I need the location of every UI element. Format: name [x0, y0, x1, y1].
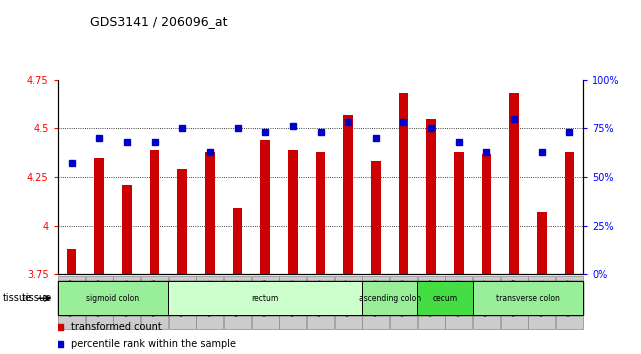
Text: GSM234927: GSM234927 — [345, 278, 351, 316]
Text: transverse colon: transverse colon — [496, 294, 560, 303]
Text: GSM234910: GSM234910 — [97, 278, 102, 315]
FancyBboxPatch shape — [390, 276, 417, 329]
FancyBboxPatch shape — [169, 281, 362, 315]
Text: percentile rank within the sample: percentile rank within the sample — [71, 339, 236, 349]
Text: GSM234911: GSM234911 — [179, 278, 185, 315]
Bar — [94, 158, 104, 274]
Text: GSM234922: GSM234922 — [567, 278, 572, 316]
Text: GSM234913: GSM234913 — [373, 278, 378, 316]
FancyBboxPatch shape — [417, 281, 472, 315]
Text: GSM234919: GSM234919 — [429, 278, 434, 316]
Text: tissue: tissue — [3, 293, 31, 303]
FancyBboxPatch shape — [113, 276, 140, 329]
FancyBboxPatch shape — [556, 276, 583, 329]
Text: GSM234926: GSM234926 — [152, 278, 157, 316]
FancyBboxPatch shape — [335, 276, 362, 329]
Bar — [426, 119, 436, 274]
Text: GSM234916: GSM234916 — [124, 278, 129, 315]
Text: GDS3141 / 206096_at: GDS3141 / 206096_at — [90, 15, 228, 28]
Text: transformed count: transformed count — [71, 321, 162, 332]
Text: GSM234923: GSM234923 — [263, 278, 268, 316]
FancyBboxPatch shape — [473, 276, 500, 329]
FancyBboxPatch shape — [58, 276, 85, 329]
Bar — [454, 152, 463, 274]
FancyBboxPatch shape — [417, 276, 445, 329]
Text: GSM234914: GSM234914 — [207, 278, 212, 316]
Bar — [122, 185, 131, 274]
Text: GSM234909: GSM234909 — [69, 278, 74, 316]
Text: GSM234924: GSM234924 — [290, 278, 296, 316]
FancyBboxPatch shape — [472, 281, 583, 315]
FancyBboxPatch shape — [279, 276, 306, 329]
Text: GSM234921: GSM234921 — [539, 278, 544, 316]
Bar — [150, 150, 160, 274]
Bar — [371, 161, 381, 274]
Bar — [67, 249, 76, 274]
Bar — [565, 152, 574, 274]
FancyBboxPatch shape — [252, 276, 279, 329]
Bar — [481, 154, 492, 274]
Text: GSM234918: GSM234918 — [401, 278, 406, 315]
FancyBboxPatch shape — [528, 276, 555, 329]
Bar — [537, 212, 547, 274]
Bar — [399, 93, 408, 274]
FancyBboxPatch shape — [224, 276, 251, 329]
Bar — [344, 115, 353, 274]
Text: GSM234912: GSM234912 — [456, 278, 462, 316]
Bar — [205, 152, 215, 274]
FancyBboxPatch shape — [169, 276, 196, 329]
Text: cecum: cecum — [433, 294, 458, 303]
FancyBboxPatch shape — [86, 276, 113, 329]
Bar — [233, 208, 242, 274]
FancyBboxPatch shape — [58, 281, 169, 315]
Bar — [178, 169, 187, 274]
Text: GSM234915: GSM234915 — [235, 278, 240, 315]
Text: GSM234920: GSM234920 — [512, 278, 517, 316]
FancyBboxPatch shape — [196, 276, 224, 329]
FancyBboxPatch shape — [141, 276, 168, 329]
Text: rectum: rectum — [251, 294, 279, 303]
Bar — [315, 152, 326, 274]
Text: sigmoid colon: sigmoid colon — [87, 294, 140, 303]
FancyBboxPatch shape — [307, 276, 334, 329]
FancyBboxPatch shape — [362, 281, 417, 315]
Bar — [260, 140, 270, 274]
Bar — [288, 150, 297, 274]
Text: GSM234917: GSM234917 — [484, 278, 489, 316]
FancyBboxPatch shape — [362, 276, 389, 329]
Text: ascending colon: ascending colon — [358, 294, 420, 303]
Text: GSM234925: GSM234925 — [318, 278, 323, 316]
FancyBboxPatch shape — [445, 276, 472, 329]
FancyBboxPatch shape — [501, 276, 528, 329]
Text: tissue: tissue — [22, 293, 54, 303]
Bar — [510, 93, 519, 274]
